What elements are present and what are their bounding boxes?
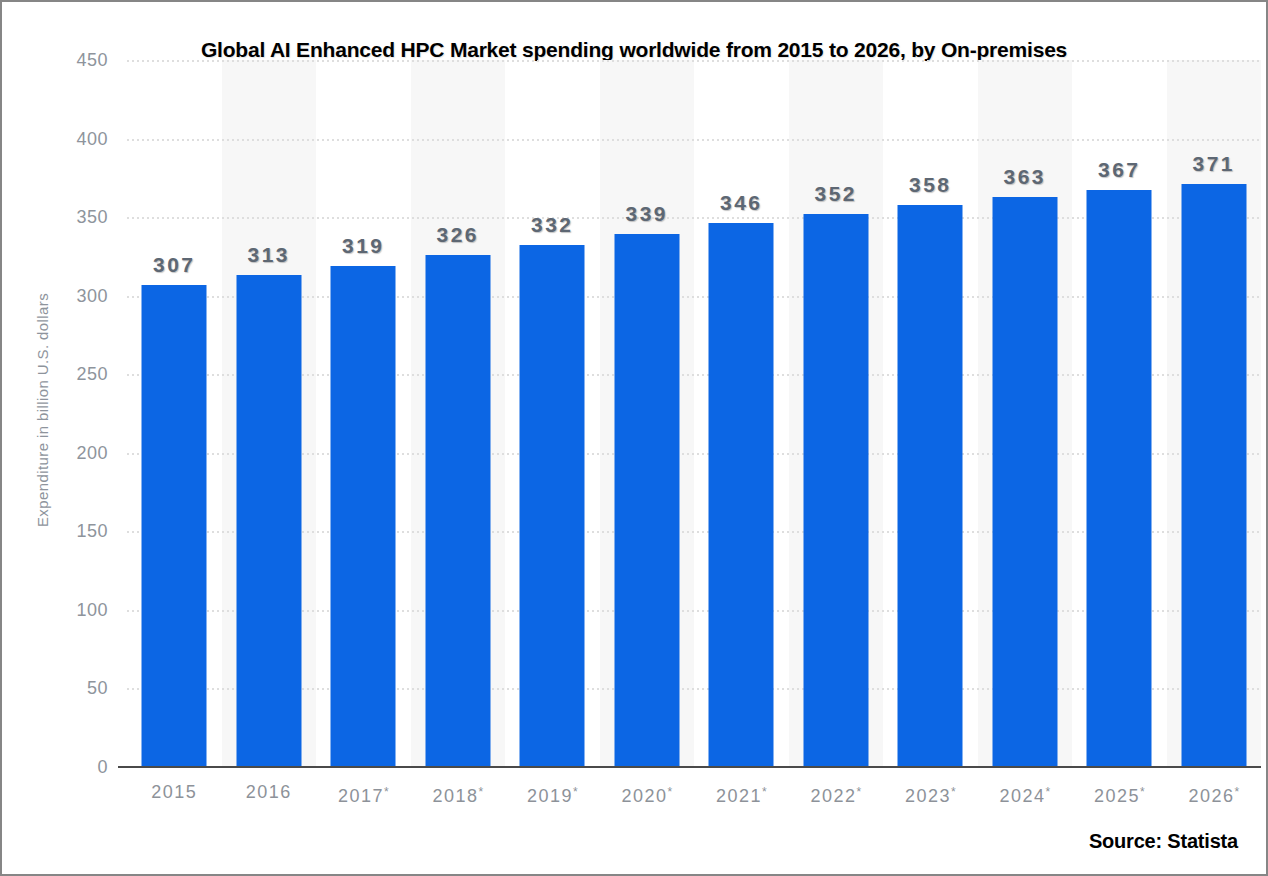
footnote-marker: *	[384, 785, 389, 799]
footnote-marker: *	[667, 785, 672, 799]
bar-column: 326	[411, 60, 506, 767]
bar-column: 346	[694, 60, 789, 767]
bar	[803, 214, 868, 767]
x-tick-label: 2026*	[1167, 779, 1262, 807]
x-tick-label: 2021*	[694, 779, 789, 807]
footnote-marker: *	[1140, 785, 1145, 799]
x-tick-label: 2019*	[505, 779, 600, 807]
bar-column: 363	[978, 60, 1073, 767]
footnote-marker: *	[1045, 785, 1050, 799]
bar-value-label: 319	[316, 234, 411, 258]
y-tick-label: 150	[40, 520, 108, 542]
bar-column: 319	[316, 60, 411, 767]
bar	[898, 205, 963, 767]
x-tick-label: 2024*	[978, 779, 1073, 807]
bar-value-label: 346	[694, 191, 789, 215]
bar	[992, 197, 1057, 767]
bar-column: 307	[127, 60, 222, 767]
bar	[1181, 184, 1246, 767]
bar-column: 367	[1072, 60, 1167, 767]
bar-value-label: 367	[1072, 158, 1167, 182]
bar-value-label: 358	[883, 173, 978, 197]
bar-value-label: 313	[222, 243, 317, 267]
y-tick-label: 200	[40, 442, 108, 464]
bar-value-label: 339	[600, 202, 695, 226]
bar-column: 313	[222, 60, 317, 767]
bar	[236, 275, 301, 767]
bar-value-label: 363	[978, 165, 1073, 189]
x-tick-label: 2015	[127, 779, 222, 807]
bar-column: 352	[789, 60, 884, 767]
x-tick-label: 2017*	[316, 779, 411, 807]
bar-value-label: 326	[411, 223, 506, 247]
bar	[331, 266, 396, 767]
footnote-marker: *	[762, 785, 767, 799]
y-tick-label: 250	[40, 363, 108, 385]
plot-area: 307313319326332339346352358363367371	[127, 60, 1261, 767]
footnote-marker: *	[573, 785, 578, 799]
x-axis-tick-labels: 201520162017*2018*2019*2020*2021*2022*20…	[127, 779, 1261, 807]
bar-value-label: 352	[789, 182, 884, 206]
bar	[1087, 190, 1152, 767]
x-tick-label: 2025*	[1072, 779, 1167, 807]
y-tick-label: 300	[40, 285, 108, 307]
x-axis-line	[118, 766, 1261, 768]
bar-value-label: 371	[1167, 152, 1262, 176]
footnote-marker: *	[856, 785, 861, 799]
x-tick-label: 2022*	[789, 779, 884, 807]
bar-value-label: 332	[505, 213, 600, 237]
bar	[709, 223, 774, 767]
x-tick-label: 2023*	[883, 779, 978, 807]
footnote-marker: *	[1234, 785, 1239, 799]
x-tick-label: 2016	[222, 779, 317, 807]
chart-image: Global AI Enhanced HPC Market spending w…	[0, 0, 1268, 876]
y-tick-label: 450	[40, 49, 108, 71]
y-tick-label: 350	[40, 206, 108, 228]
chart-title: Global AI Enhanced HPC Market spending w…	[2, 38, 1266, 62]
bar-column: 332	[505, 60, 600, 767]
bar	[425, 255, 490, 767]
footnote-marker: *	[951, 785, 956, 799]
y-tick-label: 0	[40, 756, 108, 778]
y-tick-label: 400	[40, 128, 108, 150]
bar-column: 339	[600, 60, 695, 767]
y-tick-label: 100	[40, 599, 108, 621]
bar-columns: 307313319326332339346352358363367371	[127, 60, 1261, 767]
y-tick-label: 50	[40, 677, 108, 699]
bar	[614, 234, 679, 767]
source-label: Source: Statista	[1089, 830, 1238, 853]
bar-value-label: 307	[127, 253, 222, 277]
y-axis-tick-labels: 0 50 100 150 200 250 300 350 400 450	[40, 2, 108, 876]
x-tick-label: 2018*	[411, 779, 506, 807]
x-tick-label: 2020*	[600, 779, 695, 807]
bar	[520, 245, 585, 767]
bar	[142, 285, 207, 767]
bar-column: 358	[883, 60, 978, 767]
footnote-marker: *	[478, 785, 483, 799]
bar-column: 371	[1167, 60, 1262, 767]
